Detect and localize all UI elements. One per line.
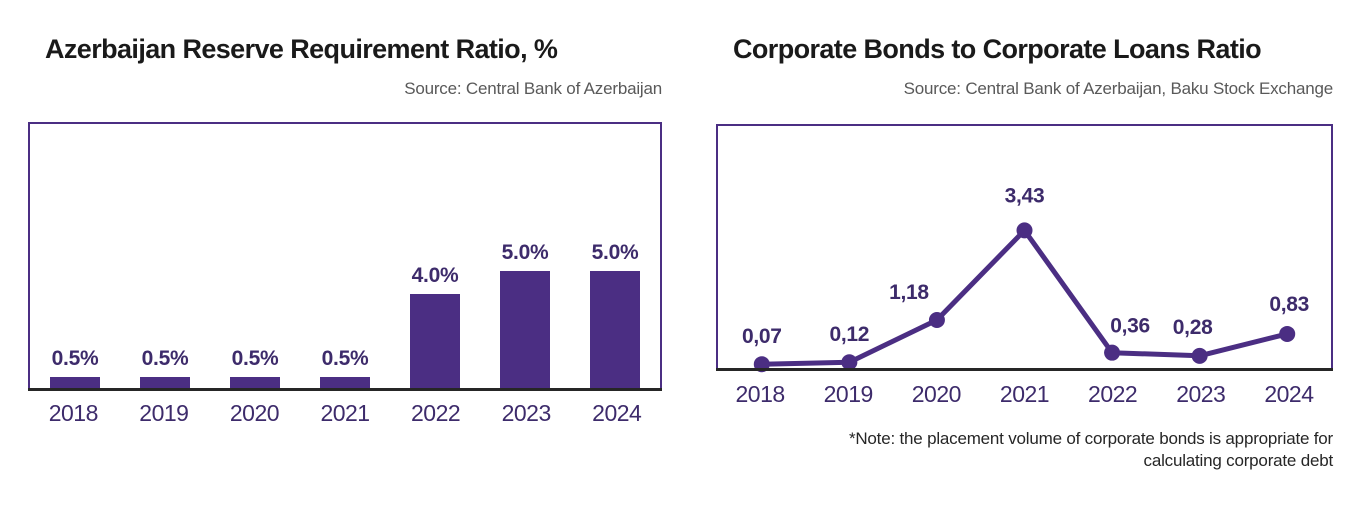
bar: [590, 271, 640, 389]
x-tick-label: 2021: [999, 381, 1050, 407]
point-value-label: 1,18: [889, 281, 929, 304]
bar-column: 0.5%: [210, 347, 300, 389]
point-value-label: 0,83: [1269, 293, 1309, 316]
line-point: [1191, 347, 1208, 364]
bar-value-label: 0.5%: [141, 347, 189, 370]
bar: [320, 377, 370, 389]
x-tick-label: 2023: [501, 400, 552, 426]
x-tick-label: 2020: [911, 381, 962, 407]
line-chart-title: Corporate Bonds to Corporate Loans Ratio: [733, 34, 1262, 65]
line-chart-plot-area: 0,07 0,12 1,18 3,43 0,36 0,28 0,83: [716, 124, 1333, 373]
point-value-label: 0,12: [830, 323, 870, 346]
bar-column: 0.5%: [120, 347, 210, 389]
bar-value-label: 0.5%: [231, 347, 279, 370]
bar-column: 4.0%: [390, 264, 480, 389]
x-tick-label: 2021: [320, 400, 370, 426]
bar: [140, 377, 190, 389]
line-point: [1104, 344, 1121, 361]
point-value-label: 0,07: [742, 325, 782, 348]
x-tick-label: 2022: [411, 400, 461, 426]
line-point: [928, 311, 945, 328]
footnote: *Note: the placement volume of corporate…: [848, 429, 1333, 471]
bar-value-label: 0.5%: [51, 347, 99, 370]
bar-chart-x-ticks: 2018 2019 2020 2021 2022 2023 2024: [28, 400, 662, 427]
point-value-label: 3,43: [1005, 184, 1045, 207]
bar: [410, 294, 460, 389]
point-value-label: 0,36: [1110, 315, 1150, 338]
bar-column: 5.0%: [570, 241, 660, 389]
bar-value-label: 5.0%: [591, 241, 639, 264]
bar-chart-source: Source: Central Bank of Azerbaijan: [404, 79, 662, 98]
bar-column: 5.0%: [480, 241, 570, 389]
line-chart-source: Source: Central Bank of Azerbaijan, Baku…: [903, 79, 1334, 98]
bar-value-label: 4.0%: [411, 264, 459, 287]
bar-chart-title: Azerbaijan Reserve Requirement Ratio, %: [45, 34, 558, 65]
x-axis-line: [716, 368, 1333, 371]
x-tick-label: 2019: [823, 381, 874, 407]
bar-plot: 0.5% 0.5% 0.5% 0.5% 4.0% 5.0% 5.0%: [30, 124, 660, 389]
line-point: [1016, 222, 1033, 239]
line-chart-x-ticks: 2018 2019 2020 2021 2022 2023 2024: [716, 381, 1333, 408]
bar-value-label: 0.5%: [321, 347, 369, 370]
bar: [500, 271, 550, 389]
x-tick-label: 2024: [592, 400, 642, 426]
bar-column: 0.5%: [30, 347, 120, 389]
bar: [50, 377, 100, 389]
point-value-label: 0,28: [1173, 316, 1213, 339]
x-tick-label: 2024: [1264, 381, 1314, 407]
x-tick-label: 2018: [48, 400, 99, 426]
x-axis-line: [28, 388, 662, 391]
bar-column: 0.5%: [300, 347, 390, 389]
bar-chart-plot-area: 0.5% 0.5% 0.5% 0.5% 4.0% 5.0% 5.0%: [28, 122, 662, 391]
line-point: [841, 354, 858, 371]
x-tick-label: 2020: [229, 400, 280, 426]
x-tick-label: 2023: [1176, 381, 1226, 407]
x-tick-label: 2019: [139, 400, 189, 426]
bar-value-label: 5.0%: [501, 241, 549, 264]
line-plot: 0,07 0,12 1,18 3,43 0,36 0,28 0,83: [742, 184, 1309, 373]
bar: [230, 377, 280, 389]
x-tick-label: 2018: [735, 381, 785, 407]
x-tick-label: 2022: [1088, 381, 1138, 407]
line-point: [1279, 325, 1296, 342]
